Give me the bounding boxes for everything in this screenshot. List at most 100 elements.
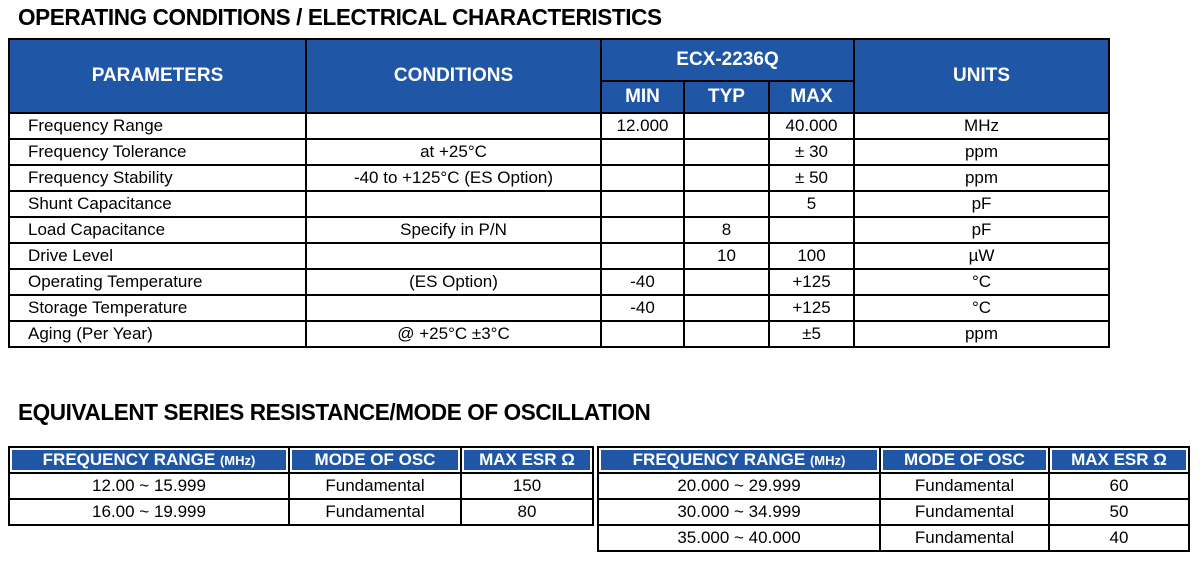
- units-cell: pF: [853, 190, 1111, 218]
- table-row: Storage Temperature -40 +125 °C: [8, 294, 1111, 322]
- parameter-cell: Drive Level: [8, 242, 307, 270]
- table-header-row: FREQUENCY RANGE (MHz) MODE OF OSC MAX ES…: [597, 446, 1190, 474]
- min-cell: [600, 190, 685, 218]
- typ-cell: [683, 112, 770, 140]
- condition-cell: (ES Option): [305, 268, 602, 296]
- condition-cell: Specify in P/N: [305, 216, 602, 244]
- max-cell: [767, 216, 856, 244]
- esr-cell: 80: [460, 498, 594, 526]
- frequency-range-label: FREQUENCY RANGE: [42, 450, 216, 469]
- mode-cell: Fundamental: [288, 472, 462, 500]
- typ-cell: 10: [683, 242, 770, 270]
- section-title-operating-conditions: OPERATING CONDITIONS / ELECTRICAL CHARAC…: [18, 4, 662, 30]
- min-cell: [600, 242, 685, 270]
- column-header-conditions: CONDITIONS: [305, 38, 602, 114]
- typ-cell: [683, 320, 770, 348]
- min-cell: -40: [600, 268, 685, 296]
- units-cell: ppm: [853, 164, 1111, 192]
- parameter-cell: Frequency Tolerance: [8, 138, 307, 166]
- max-cell: ± 30: [767, 138, 856, 166]
- column-header-max-esr: MAX ESR Ω: [1048, 446, 1190, 474]
- esr-cell: 60: [1048, 472, 1190, 500]
- table-row: Drive Level 10 100 µW: [8, 242, 1111, 270]
- column-header-units: UNITS: [853, 38, 1111, 114]
- table-header-row: PARAMETERS CONDITIONS ECX-2236Q UNITS: [8, 38, 1111, 114]
- units-cell: ppm: [853, 138, 1111, 166]
- condition-cell: -40 to +125°C (ES Option): [305, 164, 602, 192]
- units-cell: µW: [853, 242, 1111, 270]
- column-header-frequency-range: FREQUENCY RANGE (MHz): [8, 446, 290, 474]
- parameter-cell: Frequency Range: [8, 112, 307, 140]
- freq-range-cell: 12.00 ~ 15.999: [8, 472, 290, 500]
- mode-cell: Fundamental: [879, 498, 1050, 526]
- table-header-row: FREQUENCY RANGE (MHz) MODE OF OSC MAX ES…: [8, 446, 594, 474]
- esr-table-right: FREQUENCY RANGE (MHz) MODE OF OSC MAX ES…: [597, 446, 1190, 552]
- condition-cell: @ +25°C ±3°C: [305, 320, 602, 348]
- min-cell: [600, 320, 685, 348]
- freq-range-cell: 35.000 ~ 40.000: [597, 524, 881, 552]
- condition-cell: at +25°C: [305, 138, 602, 166]
- parameter-cell: Shunt Capacitance: [8, 190, 307, 218]
- freq-range-cell: 16.00 ~ 19.999: [8, 498, 290, 526]
- table-row: Load Capacitance Specify in P/N 8 pF: [8, 216, 1111, 244]
- min-cell: [600, 164, 685, 192]
- typ-cell: 8: [683, 216, 770, 244]
- min-cell: [600, 138, 685, 166]
- max-cell: 5: [767, 190, 856, 218]
- table-row: Frequency Tolerance at +25°C ± 30 ppm: [8, 138, 1111, 166]
- condition-cell: [305, 112, 602, 140]
- typ-cell: [683, 164, 770, 192]
- table-row: Operating Temperature (ES Option) -40 +1…: [8, 268, 1111, 296]
- column-header-frequency-range: FREQUENCY RANGE (MHz): [597, 446, 881, 474]
- min-cell: -40: [600, 294, 685, 322]
- column-header-typ: TYP: [683, 80, 770, 114]
- freq-range-cell: 30.000 ~ 34.999: [597, 498, 881, 526]
- units-cell: °C: [853, 268, 1111, 296]
- condition-cell: [305, 190, 602, 218]
- column-header-max: MAX: [767, 80, 856, 114]
- section-title-esr-mode: EQUIVALENT SERIES RESISTANCE/MODE OF OSC…: [18, 399, 651, 425]
- column-header-mode-of-osc: MODE OF OSC: [879, 446, 1050, 474]
- parameter-cell: Frequency Stability: [8, 164, 307, 192]
- max-cell: ± 50: [767, 164, 856, 192]
- parameter-cell: Operating Temperature: [8, 268, 307, 296]
- table-row: Frequency Stability -40 to +125°C (ES Op…: [8, 164, 1111, 192]
- electrical-characteristics-table: PARAMETERS CONDITIONS ECX-2236Q UNITS MI…: [8, 38, 1111, 348]
- parameter-cell: Load Capacitance: [8, 216, 307, 244]
- column-header-mode-of-osc: MODE OF OSC: [288, 446, 462, 474]
- max-cell: +125: [767, 294, 856, 322]
- units-cell: °C: [853, 294, 1111, 322]
- esr-cell: 150: [460, 472, 594, 500]
- table-row: Shunt Capacitance 5 pF: [8, 190, 1111, 218]
- table-row: 35.000 ~ 40.000 Fundamental 40: [597, 524, 1190, 552]
- condition-cell: [305, 242, 602, 270]
- column-header-parameters: PARAMETERS: [8, 38, 307, 114]
- typ-cell: [683, 190, 770, 218]
- parameter-cell: Aging (Per Year): [8, 320, 307, 348]
- typ-cell: [683, 138, 770, 166]
- min-cell: 12.000: [600, 112, 685, 140]
- column-header-min: MIN: [600, 80, 685, 114]
- mode-cell: Fundamental: [288, 498, 462, 526]
- table-row: Aging (Per Year) @ +25°C ±3°C ±5 ppm: [8, 320, 1111, 348]
- column-header-part-number: ECX-2236Q: [599, 38, 856, 82]
- table-row: 12.00 ~ 15.999 Fundamental 150: [8, 472, 594, 500]
- column-header-max-esr: MAX ESR Ω: [460, 446, 594, 474]
- max-cell: 40.000: [767, 112, 856, 140]
- condition-cell: [305, 294, 602, 322]
- table-row: 30.000 ~ 34.999 Fundamental 50: [597, 498, 1190, 526]
- mode-cell: Fundamental: [879, 524, 1050, 552]
- typ-cell: [683, 294, 770, 322]
- table-row: 16.00 ~ 19.999 Fundamental 80: [8, 498, 594, 526]
- frequency-range-unit: (MHz): [809, 453, 846, 468]
- max-cell: ±5: [767, 320, 856, 348]
- units-cell: MHz: [853, 112, 1111, 140]
- esr-cell: 50: [1048, 498, 1190, 526]
- parameter-cell: Storage Temperature: [8, 294, 307, 322]
- max-cell: +125: [767, 268, 856, 296]
- freq-range-cell: 20.000 ~ 29.999: [597, 472, 881, 500]
- table-row: Frequency Range 12.000 40.000 MHz: [8, 112, 1111, 140]
- units-cell: ppm: [853, 320, 1111, 348]
- frequency-range-label: FREQUENCY RANGE: [632, 450, 806, 469]
- units-cell: pF: [853, 216, 1111, 244]
